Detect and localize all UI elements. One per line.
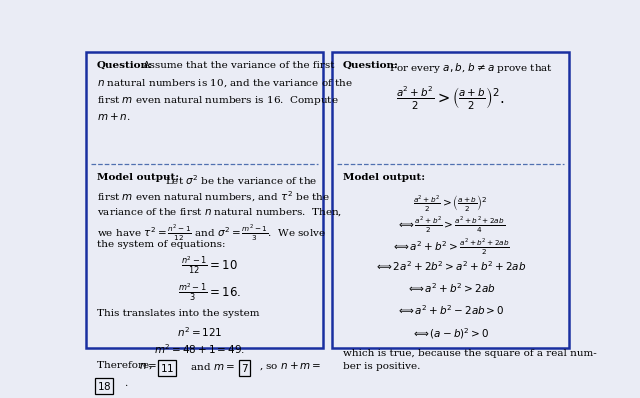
Text: Question:: Question:	[97, 60, 153, 70]
Text: we have $\tau^2 = \frac{n^2-1}{12}$ and $\sigma^2 = \frac{m^2-1}{3}$.  We solve: we have $\tau^2 = \frac{n^2-1}{12}$ and …	[97, 223, 326, 243]
Text: $\Longleftrightarrow 2a^2 + 2b^2 > a^2 + b^2 + 2ab$: $\Longleftrightarrow 2a^2 + 2b^2 > a^2 +…	[374, 259, 527, 273]
Text: Assume that the variance of the first: Assume that the variance of the first	[143, 60, 335, 70]
Text: $\Longleftrightarrow a^2 + b^2 > \frac{a^2+b^2+2ab}{2}$: $\Longleftrightarrow a^2 + b^2 > \frac{a…	[391, 238, 510, 258]
Text: $m + n$.: $m + n$.	[97, 111, 131, 122]
Text: .: .	[124, 379, 127, 388]
Text: $n = $: $n = $	[139, 361, 157, 371]
Text: and $m = $: and $m = $	[187, 361, 235, 372]
Text: $m^2 = 48 + 1 = 49.$: $m^2 = 48 + 1 = 49.$	[154, 342, 245, 356]
Text: Model output:: Model output:	[97, 173, 179, 182]
FancyBboxPatch shape	[86, 53, 323, 348]
Text: Model output:: Model output:	[343, 173, 425, 182]
Text: $18$: $18$	[97, 380, 111, 392]
Text: Let $\sigma^2$ be the variance of the: Let $\sigma^2$ be the variance of the	[165, 173, 317, 187]
Text: Therefore,: Therefore,	[97, 361, 156, 370]
Text: , so $n + m =$: , so $n + m =$	[259, 361, 321, 373]
Text: first $m$ even natural numbers, and $\tau^2$ be the: first $m$ even natural numbers, and $\ta…	[97, 190, 330, 204]
Text: $11$: $11$	[161, 362, 175, 374]
Text: $n^2 = 121$: $n^2 = 121$	[177, 326, 222, 339]
Text: This translates into the system: This translates into the system	[97, 308, 259, 318]
Text: which is true, because the square of a real num-
ber is positive.: which is true, because the square of a r…	[343, 349, 596, 371]
Text: Question:: Question:	[343, 60, 399, 70]
Text: $\Longleftrightarrow (a - b)^2 > 0$: $\Longleftrightarrow (a - b)^2 > 0$	[412, 326, 490, 341]
Text: $\Longleftrightarrow \frac{a^2+b^2}{2} > \frac{a^2+b^2+2ab}{4}$: $\Longleftrightarrow \frac{a^2+b^2}{2} >…	[396, 215, 505, 235]
Text: $\frac{m^2 - 1}{3} = 16.$: $\frac{m^2 - 1}{3} = 16.$	[178, 281, 241, 303]
Text: $7$: $7$	[241, 362, 248, 374]
Text: the system of equations:: the system of equations:	[97, 240, 225, 249]
Text: $\frac{a^2+b^2}{2} > \left(\frac{a+b}{2}\right)^2$: $\frac{a^2+b^2}{2} > \left(\frac{a+b}{2}…	[413, 193, 488, 213]
Text: variance of the first $n$ natural numbers.  Then,: variance of the first $n$ natural number…	[97, 207, 342, 218]
Text: first $m$ even natural numbers is 16.  Compute: first $m$ even natural numbers is 16. Co…	[97, 94, 339, 107]
FancyBboxPatch shape	[332, 53, 569, 348]
Text: $n$ natural numbers is 10, and the variance of the: $n$ natural numbers is 10, and the varia…	[97, 78, 353, 89]
Text: $\Longleftrightarrow a^2 + b^2 > 2ab$: $\Longleftrightarrow a^2 + b^2 > 2ab$	[406, 282, 495, 295]
Text: $\Longleftrightarrow a^2 + b^2 - 2ab > 0$: $\Longleftrightarrow a^2 + b^2 - 2ab > 0…	[396, 304, 505, 318]
Text: For every $a, b$, $b \neq a$ prove that: For every $a, b$, $b \neq a$ prove that	[388, 60, 553, 75]
Text: $\frac{n^2 - 1}{12} = 10$: $\frac{n^2 - 1}{12} = 10$	[181, 254, 238, 276]
Text: $\frac{a^2 + b^2}{2} > \left(\frac{a+b}{2}\right)^2.$: $\frac{a^2 + b^2}{2} > \left(\frac{a+b}{…	[396, 85, 505, 112]
